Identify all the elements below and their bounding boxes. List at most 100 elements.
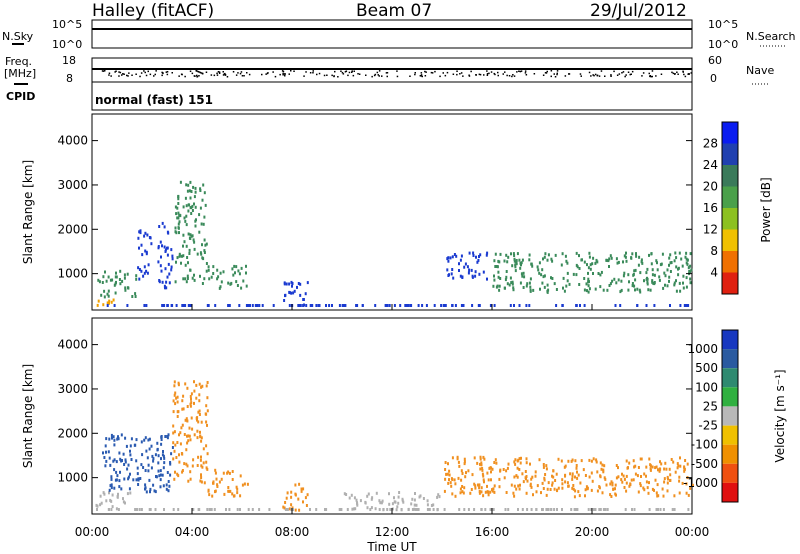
echo-cell	[510, 281, 513, 285]
echo-cell	[592, 256, 595, 260]
echo-cell	[464, 262, 467, 266]
echo-cell	[650, 262, 653, 266]
echo-cell	[575, 304, 578, 307]
echo-cell	[493, 490, 496, 494]
echo-cell	[513, 259, 516, 263]
echo-cell	[176, 206, 179, 210]
nave-dot	[282, 70, 285, 73]
nave-dot	[153, 75, 155, 77]
echo-cell	[531, 475, 534, 479]
echo-cell	[125, 444, 128, 448]
echo-cell	[509, 276, 512, 280]
nave-dot	[533, 73, 536, 75]
echo-cell	[115, 507, 118, 511]
echo-cell	[199, 435, 202, 439]
echo-cell	[480, 490, 483, 494]
echo-cell	[200, 476, 203, 479]
echo-cell	[634, 278, 637, 282]
echo-cell	[528, 253, 531, 257]
echo-cell	[102, 303, 105, 307]
echo-cell	[187, 209, 190, 213]
echo-cell	[493, 278, 496, 282]
nave-dot	[202, 72, 204, 75]
echo-cell	[587, 271, 589, 275]
echo-cell	[689, 281, 692, 285]
echo-cell	[113, 486, 116, 490]
echo-cell	[658, 278, 661, 282]
echo-cell	[204, 412, 207, 416]
echo-cell	[124, 460, 127, 464]
echo-cell	[565, 259, 568, 263]
echo-cell	[286, 491, 289, 495]
echo-cell	[299, 282, 302, 286]
echo-cell	[391, 507, 394, 511]
echo-cell	[583, 304, 586, 307]
x-tick-label: 16:00	[475, 525, 510, 539]
echo-cell	[134, 295, 137, 298]
echo-cell	[290, 291, 293, 295]
echo-cell	[637, 466, 640, 469]
echo-cell	[666, 481, 669, 485]
cpid-value: normal (fast) 151	[95, 93, 213, 107]
echo-cell	[183, 216, 186, 220]
echo-cell	[656, 483, 659, 487]
echo-cell	[107, 275, 110, 279]
date-title: 29/Jul/2012	[590, 1, 687, 21]
echo-cell	[544, 252, 547, 256]
echo-cell	[282, 505, 285, 509]
echo-cell	[128, 487, 131, 491]
echo-cell	[219, 271, 222, 275]
echo-cell	[160, 255, 162, 259]
echo-cell	[638, 255, 641, 259]
nave-dot	[419, 75, 422, 77]
nave-dot	[365, 74, 367, 76]
velocity-plot-frame	[91, 317, 693, 515]
echo-cell	[685, 257, 688, 261]
echo-cell	[397, 495, 400, 499]
nave-dot	[239, 72, 242, 75]
echo-cell	[663, 467, 666, 471]
echo-cell	[662, 508, 665, 511]
echo-cell	[677, 464, 680, 468]
nave-dot	[240, 71, 243, 73]
echo-cell	[204, 203, 207, 207]
echo-cell	[550, 276, 552, 280]
nave-dot	[550, 75, 552, 78]
nave-dot	[232, 71, 235, 73]
echo-cell	[165, 487, 168, 491]
colorbar-swatch	[722, 425, 738, 445]
echo-cell	[628, 484, 631, 488]
echo-cell	[157, 260, 160, 264]
nave-dot	[554, 76, 557, 78]
nave-dot	[425, 71, 427, 73]
echo-cell	[193, 278, 196, 282]
echo-cell	[288, 507, 291, 511]
echo-cell	[183, 462, 186, 466]
echo-cell	[305, 504, 308, 507]
echo-cell	[460, 304, 463, 307]
echo-cell	[555, 288, 558, 291]
echo-cell	[178, 453, 180, 457]
echo-cell	[187, 304, 190, 307]
echo-cell	[478, 272, 481, 276]
nave-dot	[121, 74, 123, 76]
echo-cell	[245, 304, 248, 307]
nave-dot	[274, 75, 277, 78]
nave-dot	[462, 75, 464, 77]
echo-cell	[167, 480, 170, 483]
nave-dot	[475, 74, 477, 76]
echo-cell	[651, 279, 654, 283]
echo-cell	[189, 477, 192, 481]
echo-cell	[105, 279, 108, 283]
echo-cell	[430, 504, 433, 507]
echo-cell	[627, 273, 630, 277]
echo-cell	[135, 459, 138, 463]
echo-cell	[445, 472, 448, 476]
echo-cell	[214, 471, 217, 475]
echo-cell	[673, 259, 676, 263]
echo-cell	[288, 304, 291, 307]
echo-cell	[105, 459, 108, 463]
echo-cell	[633, 465, 636, 469]
echo-cell	[468, 268, 471, 272]
echo-cell	[173, 430, 176, 434]
